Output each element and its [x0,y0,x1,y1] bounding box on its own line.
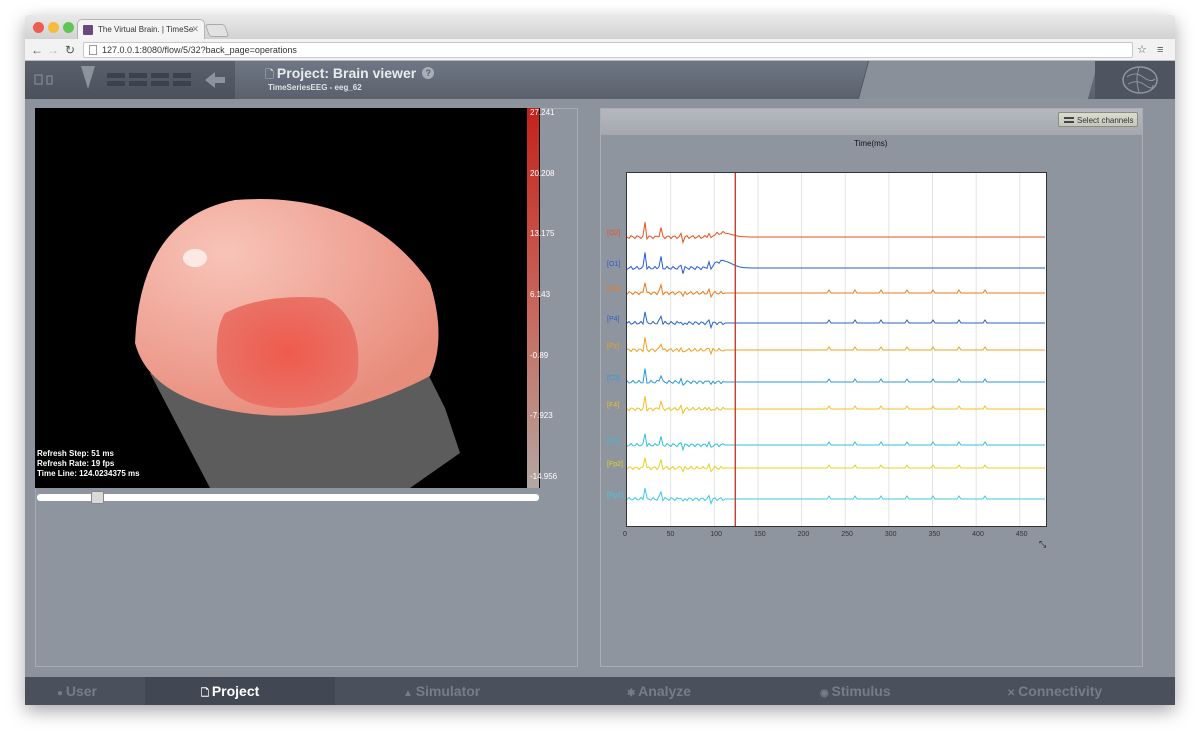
nav-connectivity[interactable]: ✕ Connectivity [1007,683,1103,699]
page-icon [89,45,97,55]
channel-label[interactable]: [F4] [607,402,620,409]
menu-icon[interactable]: ≡ [1157,44,1164,56]
x-tick-label: 100 [710,531,722,538]
close-tab-icon[interactable]: ✕ [191,24,199,34]
eeg-trace [626,252,1045,274]
color-scale-label: -14.956 [530,472,558,481]
eeg-trace [626,396,1045,415]
eeg-trace [626,433,1045,452]
eeg-trace [626,487,1045,506]
refresh-rate-text: Refresh Rate: 19 fps [37,459,115,468]
url-text: 127.0.0.1:8080/flow/5/32?back_page=opera… [102,45,297,55]
tab-strip: The Virtual Brain. | TimeSe ✕ [25,15,1175,39]
brain-3d-canvas[interactable] [35,108,540,488]
x-tick-label: 350 [928,531,941,538]
document-icon: 🗋 [265,69,277,81]
browser-tab[interactable]: The Virtual Brain. | TimeSe ✕ [77,19,205,39]
app-header: 🗋 Project: Brain viewer? TimeSeriesEEG -… [25,61,1175,99]
timeline-slider[interactable] [37,494,539,501]
nav-simulator[interactable]: ▲ Simulator [403,683,481,699]
color-scale-label: 27.241 [530,108,555,117]
x-tick-label: 0 [623,531,627,538]
color-scale-label: -7.923 [530,411,553,420]
color-scale-label: -0.89 [530,351,549,360]
channel-label[interactable]: [O2] [607,230,621,237]
color-scale-bar [527,108,539,488]
x-tick-label: 250 [841,531,853,538]
x-tick-label: 300 [884,531,897,538]
select-channels-button[interactable]: Select channels [1058,112,1138,127]
resize-handle-icon[interactable]: ⤡ [1039,539,1047,549]
color-scale-label: 13.175 [530,229,555,238]
eeg-trace [626,337,1045,356]
new-tab-button[interactable] [204,24,230,37]
x-tick-label: 200 [797,531,810,538]
eeg-trace [626,368,1045,386]
time-line-text: Time Line: 124.0234375 ms [37,469,140,478]
header-tools [25,61,235,99]
brain-logo-icon [1122,66,1158,94]
channel-label[interactable]: [F3] [607,438,620,445]
eeg-trace [626,311,1045,330]
nav-stimulus[interactable]: ◉ Stimulus [820,683,891,699]
gear-icon: ✱ [627,688,639,699]
channel-label[interactable]: [P8] [607,286,620,293]
brain-logo[interactable] [1095,61,1175,99]
reload-icon[interactable]: ↻ [65,43,76,57]
eeg-trace [626,282,1045,299]
connectivity-icon: ✕ [1007,688,1019,699]
channel-label[interactable]: [Fp2] [607,461,623,468]
channel-label[interactable]: [Fp1] [607,492,623,499]
nav-user[interactable]: ● User [57,683,97,699]
eeg-trace [626,457,1045,473]
pin-icon: ◉ [820,688,832,699]
channel-label[interactable]: [O1] [607,261,621,268]
back-arrow-icon[interactable]: ← [31,43,43,57]
plot-title: Time(ms) [854,139,888,148]
browser-window: The Virtual Brain. | TimeSe ✕ ← → ↻ 127.… [25,15,1175,705]
nav-analyze[interactable]: ✱ Analyze [627,683,692,699]
x-tick-label: 400 [972,531,984,538]
maximize-window-button[interactable] [63,22,74,33]
header-info-box [857,61,1099,99]
url-field[interactable]: 127.0.0.1:8080/flow/5/32?back_page=opera… [83,42,1133,58]
forward-arrow-icon[interactable]: → [47,43,59,57]
eeg-toolbar [601,109,1142,135]
eeg-plot-area[interactable] [626,172,1047,527]
header-tools-icons [34,66,225,89]
x-tick-label: 50 [666,531,675,538]
list-icon [1064,117,1074,123]
x-tick-label: 150 [753,531,766,538]
x-tick-label: 450 [1015,531,1028,538]
channel-label[interactable]: [Pz] [607,343,620,350]
brain-head-render [135,199,460,488]
tab-title: The Virtual Brain. | TimeSe [98,25,194,34]
eeg-trace [626,222,1045,245]
page-title: 🗋 Project: Brain viewer? [265,65,435,85]
minimize-window-button[interactable] [48,22,59,33]
page-subtitle: TimeSeriesEEG - eeg_62 [268,83,362,92]
eeg-traces [626,173,1045,526]
document-icon: 🗋 [201,688,212,699]
refresh-step-text: Refresh Step: 51 ms [37,449,114,458]
close-window-button[interactable] [33,22,44,33]
nav-project[interactable]: 🗋 Project [145,677,335,705]
color-scale-label: 6.143 [530,290,551,299]
help-icon[interactable]: ? [422,67,435,79]
simulator-icon: ▲ [403,688,416,699]
user-icon: ● [57,688,66,699]
channel-label[interactable]: [P4] [607,316,620,323]
channel-label[interactable]: [C3] [607,375,620,382]
timeline-slider-handle[interactable] [91,491,104,504]
address-bar: ← → ↻ 127.0.0.1:8080/flow/5/32?back_page… [25,39,1175,61]
bookmark-star-icon[interactable]: ☆ [1137,44,1147,56]
color-scale-label: 20.208 [530,169,555,178]
bottom-navigation: ● User 🗋 Project ▲ Simulator ✱ Analyze ◉… [25,677,1175,705]
favicon-icon [83,25,93,35]
